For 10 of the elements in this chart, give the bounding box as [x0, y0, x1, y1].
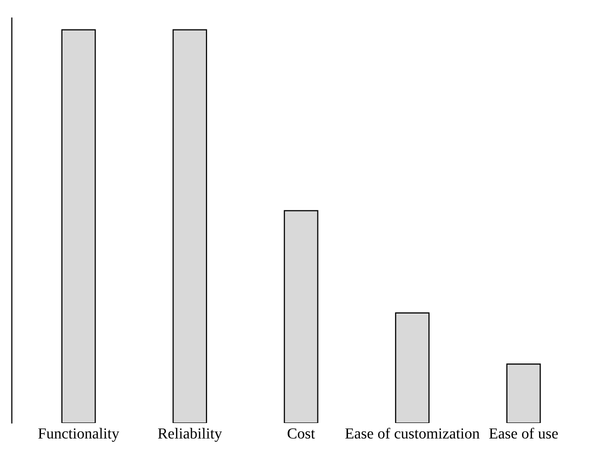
bar — [284, 210, 318, 423]
x-tick-label: Cost — [288, 428, 315, 439]
x-tick-label: Functionality — [38, 428, 120, 442]
bar — [172, 29, 208, 423]
x-tick-label: Ease of use — [489, 428, 558, 439]
bar — [506, 363, 541, 423]
bar — [395, 312, 430, 423]
x-tick-label: Ease of customization — [345, 428, 480, 439]
bar — [61, 29, 96, 423]
x-tick-label: Reliability — [158, 428, 222, 442]
